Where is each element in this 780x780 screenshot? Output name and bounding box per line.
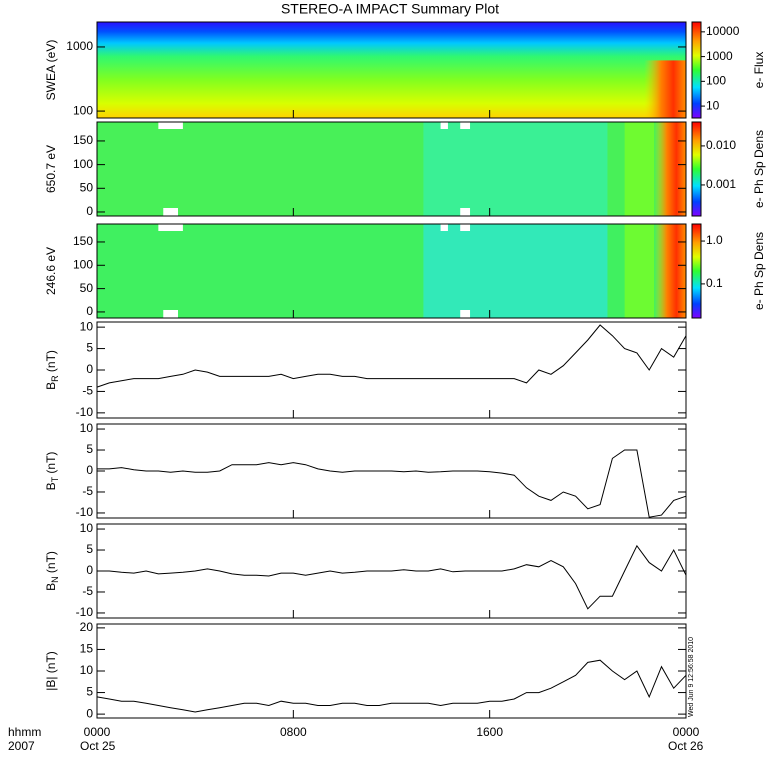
- y-tick-label: 5: [86, 542, 93, 556]
- data-gap: [163, 208, 178, 216]
- y-label-unit: (nT): [44, 350, 58, 375]
- colorbar: [691, 21, 702, 119]
- y-tick-label: 100: [73, 157, 93, 171]
- x-tick-label: 0000: [84, 725, 111, 739]
- y-tick-label: 0: [86, 304, 93, 318]
- y-tick-label: -5: [82, 484, 93, 498]
- data-line: [96, 324, 687, 388]
- y-axis-label: 246.6 eV: [44, 247, 58, 295]
- data-gap: [440, 224, 448, 231]
- y-tick-label: 10: [80, 319, 94, 333]
- y-tick-label: 0: [86, 706, 93, 720]
- year-label: 2007: [8, 739, 35, 753]
- data-gap: [460, 122, 471, 129]
- y-label-base: B: [44, 382, 58, 390]
- spectrogram: [423, 224, 608, 318]
- x-tick-label: 0000: [673, 725, 700, 739]
- panel-frame: [96, 223, 687, 319]
- y-axis-label: BT (nT): [44, 452, 60, 491]
- panel-frame: [96, 21, 687, 119]
- data-line: [96, 659, 687, 713]
- y-tick-label: 100: [73, 257, 93, 271]
- y-tick-label: 0: [86, 463, 93, 477]
- colorbar-tick-label: 1000: [706, 49, 733, 63]
- y-label-base: B: [44, 482, 58, 490]
- data-gap: [158, 122, 183, 129]
- panel-frame: [96, 321, 687, 419]
- y-label-sub: N: [50, 576, 60, 583]
- y-tick-label: 150: [73, 234, 93, 248]
- y-label-unit: (nT): [44, 452, 58, 477]
- y-tick-label: -5: [82, 584, 93, 598]
- y-tick-label: 5: [86, 442, 93, 456]
- date-label: Oct 26: [668, 739, 704, 753]
- y-tick-label: -5: [82, 384, 93, 398]
- y-tick-label: 10: [80, 421, 94, 435]
- panel-frame: [96, 121, 687, 217]
- y-tick-label: 5: [86, 341, 93, 355]
- x-tick-label: 0800: [280, 725, 307, 739]
- timestamp: Wed Jun 9 12:56:58 2010: [688, 637, 695, 717]
- data-line: [97, 544, 687, 610]
- spectrogram: [624, 122, 655, 216]
- y-tick-label: 0: [86, 563, 93, 577]
- y-axis-label: 650.7 eV: [44, 145, 58, 193]
- spectrogram: [97, 22, 686, 118]
- y-tick-label: -10: [76, 505, 94, 519]
- colorbar: [691, 121, 702, 217]
- data-gap: [440, 122, 448, 129]
- colorbar-label: e- Flux: [752, 52, 766, 89]
- y-tick-label: 10: [80, 663, 94, 677]
- y-axis-label: |B| (nT): [44, 651, 58, 691]
- y-label-base: B: [44, 583, 58, 591]
- colorbar: [691, 223, 702, 319]
- y-tick-label: 20: [80, 620, 94, 634]
- y-tick-label: 150: [73, 133, 93, 147]
- y-tick-label: 0: [86, 362, 93, 376]
- y-label-unit: (nT): [44, 551, 58, 576]
- y-tick-label: 15: [80, 642, 94, 656]
- colorbar-tick-label: 10000: [706, 24, 740, 38]
- y-tick-label: -10: [76, 405, 94, 419]
- y-tick-label: 50: [80, 281, 94, 295]
- date-label: Oct 25: [80, 739, 116, 753]
- colorbar-tick-label: 10: [706, 98, 720, 112]
- colorbar-label: e- Ph Sp Dens: [752, 130, 766, 208]
- colorbar-tick-label: 0.1: [706, 276, 723, 290]
- x-tick-label: 1600: [476, 725, 503, 739]
- spectrogram: [654, 224, 686, 318]
- y-tick-label: 0: [86, 204, 93, 218]
- y-axis-label: BR (nT): [44, 350, 60, 390]
- colorbar-tick-label: 0.001: [706, 177, 736, 191]
- colorbar-tick-label: 1.0: [706, 233, 723, 247]
- y-axis-label: BN (nT): [44, 551, 60, 591]
- data-gap: [163, 310, 178, 318]
- y-axis-label: SWEA (eV): [44, 40, 58, 101]
- data-gap: [460, 208, 471, 216]
- y-label-sub: R: [50, 375, 60, 382]
- y-tick-label: 10: [80, 521, 94, 535]
- y-tick-label: 50: [80, 180, 94, 194]
- data-gap: [460, 224, 471, 231]
- data-gap: [460, 310, 471, 318]
- data-gap: [158, 224, 183, 231]
- panel-frame: [96, 623, 687, 719]
- y-tick-label: 1000: [66, 39, 93, 53]
- spectrogram: [624, 224, 655, 318]
- spectrogram: [654, 122, 686, 216]
- data-line: [97, 449, 687, 518]
- colorbar-label: e- Ph Sp Dens: [752, 232, 766, 310]
- plot-title: STEREO-A IMPACT Summary Plot: [281, 1, 499, 17]
- y-tick-label: -10: [76, 605, 94, 619]
- colorbar-tick-label: 0.010: [706, 138, 736, 152]
- y-tick-label: 5: [86, 685, 93, 699]
- spectrogram: [423, 122, 608, 216]
- y-tick-label: 100: [73, 103, 93, 117]
- x-axis-label: hhmm: [8, 725, 41, 739]
- spectrogram: [644, 60, 686, 118]
- y-label-sub: T: [50, 476, 60, 482]
- colorbar-tick-label: 100: [706, 74, 726, 88]
